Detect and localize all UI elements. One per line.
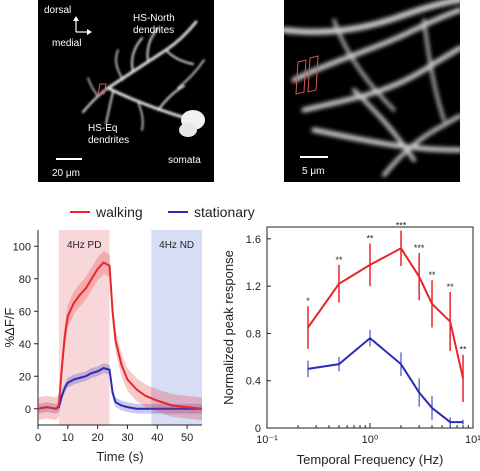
x-tick-label: 10: [62, 432, 74, 444]
dorsal-label: dorsal: [44, 5, 72, 16]
scale-bar-left-label: 20 μm: [52, 168, 80, 179]
x-tick-label: 0: [35, 432, 41, 444]
x-tick-label: 20: [92, 432, 104, 444]
y-tick-label: 80: [19, 274, 31, 286]
significance-marker: ***: [414, 243, 425, 253]
hs-eq-label-line1: HS-Eq: [88, 123, 118, 134]
stimulus-region-label-2: 4Hz ND: [159, 240, 194, 251]
series-band-stationary: [38, 363, 202, 414]
dendrite-zoom-image: [284, 0, 460, 177]
series-line-stationary: [307, 336, 464, 424]
time-course-chart: 4Hz PD 4Hz ND 0 20 40 60 80 100 0 10 20 30 40 50 Time …: [2, 230, 203, 464]
scale-bar-right-label: 5 μm: [302, 166, 325, 177]
stimulus-region-label-1: 4Hz PD: [67, 240, 101, 251]
y-tick-label: 100: [13, 241, 31, 253]
y-tick-label: 1.2: [246, 281, 261, 293]
x-tick-label: 50: [181, 432, 193, 444]
y-tick-label: 40: [19, 339, 31, 351]
y-tick-label: 0: [255, 423, 261, 435]
somata-label: somata: [168, 155, 201, 166]
significance-marker: **: [366, 234, 374, 244]
medial-label: medial: [52, 38, 82, 49]
significance-marker: **: [429, 270, 437, 280]
x-axis-label: Time (s): [96, 449, 143, 464]
y-axis-label: %ΔF/F: [2, 308, 17, 348]
neuron-image: [73, 16, 205, 137]
significance-marker: *: [306, 296, 310, 306]
y-tick-label: 60: [19, 306, 31, 318]
series-line-walking: [37, 261, 203, 410]
legend-walking-label: walking: [95, 204, 143, 220]
micrograph-left: dorsal medial HS-North dendrites HS-Eq d…: [38, 0, 214, 182]
y-tick-label: 1.6: [246, 234, 261, 246]
legend-stationary-label: stationary: [194, 204, 255, 220]
stimulus-region-1: [58, 230, 110, 425]
y-tick-label: 0: [25, 404, 31, 416]
stimulus-region-2: [151, 230, 202, 425]
x-tick-label: 10¹: [465, 434, 480, 446]
x-tick-label: 10⁻¹: [256, 434, 278, 446]
x-tick-label: 10⁰: [362, 434, 379, 446]
y-axis-label: Normalized peak response: [221, 250, 236, 405]
y-tick-label: 0.4: [246, 376, 261, 388]
tuning-curve-chart: 00.40.81.21.610⁻¹ 10⁰ 10¹*****************…: [221, 221, 480, 467]
x-tick-label: 40: [151, 432, 163, 444]
micrograph-right: 5 μm: [284, 0, 460, 182]
significance-marker: **: [460, 345, 468, 355]
hs-eq-label-line2: dendrites: [88, 135, 130, 146]
legend: walking stationary: [70, 204, 255, 220]
y-tick-label: 20: [19, 371, 31, 383]
series-line-stationary: [37, 367, 202, 410]
significance-marker: **: [447, 282, 455, 292]
series-band-walking: [38, 251, 202, 421]
significance-marker: **: [335, 255, 343, 265]
scale-bar-right: [300, 156, 328, 158]
series-line-walking: [307, 246, 464, 379]
x-tick-label: 30: [121, 432, 133, 444]
scale-bar-left: [56, 158, 82, 160]
x-axis-label: Temporal Frequency (Hz): [297, 452, 444, 467]
y-tick-label: 0.8: [246, 328, 261, 340]
hs-north-label-line1: HS-North: [133, 13, 175, 24]
significance-marker: ***: [396, 221, 407, 231]
hs-north-label-line2: dendrites: [133, 25, 175, 36]
